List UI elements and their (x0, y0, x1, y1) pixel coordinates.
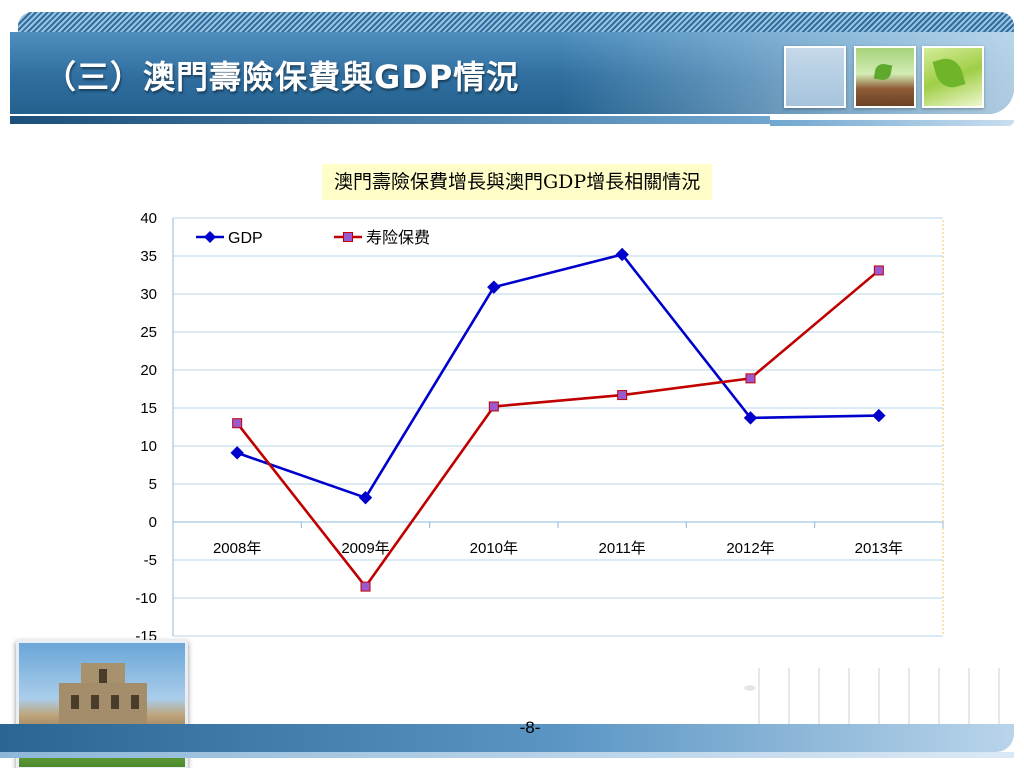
title-underline-dark (10, 116, 770, 124)
x-tick-label: 2009年 (341, 540, 389, 557)
y-tick-label: 40 (140, 210, 157, 227)
page-title: （三）澳門壽險保費與GDP情況 (44, 58, 520, 96)
chart-legend: GDP 寿险保费 (196, 229, 430, 247)
legend-label-1: GDP (228, 230, 263, 247)
footer-bar (0, 724, 1014, 752)
data-point-2 (488, 401, 499, 412)
chart-grid (172, 217, 944, 637)
y-tick-label: -5 (144, 552, 157, 569)
x-tick-label: 2011年 (599, 540, 646, 557)
series-line-2 (236, 269, 880, 588)
x-tick-label: 2012年 (726, 540, 774, 557)
data-point-2 (745, 373, 756, 384)
y-tick-label: 5 (149, 476, 157, 493)
decorative-plant-silhouettes (730, 668, 1010, 724)
data-point-2 (873, 265, 884, 276)
header-pattern-stripe (18, 12, 1014, 32)
footer-highlight (0, 752, 1014, 758)
y-tick-label: 0 (149, 514, 157, 531)
title-underline-light (770, 120, 1014, 126)
data-point-1 (615, 247, 629, 262)
x-tick-label: 2008年 (213, 540, 261, 557)
legend-marker-2 (343, 232, 353, 242)
chart-series (230, 247, 886, 592)
decorative-seedling-image (854, 46, 916, 108)
data-point-2 (617, 390, 628, 401)
chart-title: 澳門壽險保費增長與澳門GDP增長相關情況 (322, 164, 713, 200)
data-point-1 (230, 446, 244, 460)
series-line-1 (236, 253, 879, 499)
y-tick-label: 10 (140, 438, 157, 455)
legend-marker-1 (204, 231, 216, 243)
legend-label-2: 寿险保费 (366, 229, 430, 247)
data-point-1 (358, 490, 373, 505)
data-point-2 (232, 418, 243, 429)
data-point-2 (360, 581, 371, 592)
decorative-blue-square-image (784, 46, 846, 108)
data-point-1 (487, 280, 501, 294)
y-tick-label: 25 (140, 324, 157, 341)
y-tick-label: 30 (140, 286, 157, 303)
y-tick-label: 20 (140, 362, 157, 379)
data-point-1 (743, 411, 758, 425)
plot-area-border (172, 217, 944, 637)
data-point-1 (872, 408, 886, 423)
y-tick-label: -10 (135, 590, 157, 607)
y-tick-label: 15 (140, 400, 157, 417)
page-number: -8- (519, 718, 541, 737)
y-tick-label: 35 (140, 248, 157, 265)
x-tick-label: 2013年 (855, 540, 903, 557)
x-tick-label: 2010年 (470, 540, 518, 557)
